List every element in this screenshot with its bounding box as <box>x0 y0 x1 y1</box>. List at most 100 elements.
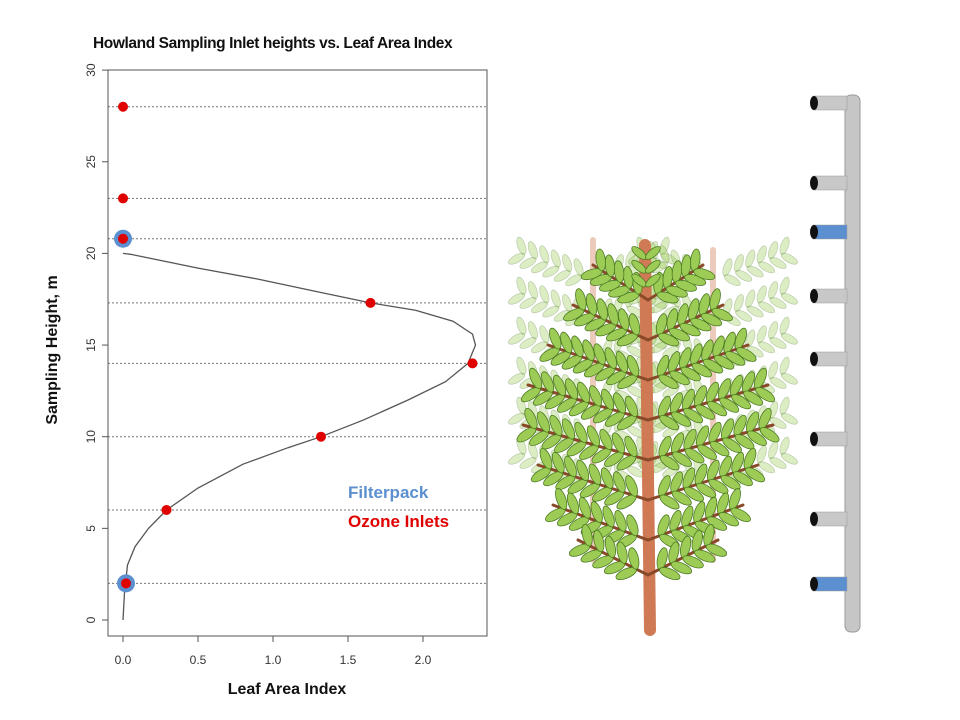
leaf <box>599 428 613 451</box>
leaf <box>780 412 798 425</box>
leaf <box>555 488 568 510</box>
leaf <box>695 404 716 420</box>
y-tick-label: 20 <box>84 246 98 260</box>
leaf <box>711 307 733 322</box>
points <box>114 101 478 593</box>
leaf <box>614 510 627 532</box>
leaf <box>618 308 630 331</box>
x-tick-label: 0.5 <box>190 653 207 667</box>
leaf <box>768 281 779 300</box>
leaf <box>539 325 550 344</box>
leaf <box>691 362 713 378</box>
leaf <box>626 514 639 537</box>
leaf <box>759 427 780 443</box>
leaf <box>550 289 561 308</box>
leaf <box>553 374 567 397</box>
y-tick-label: 5 <box>84 525 98 532</box>
leaf <box>659 494 680 510</box>
ozone-point <box>118 101 128 112</box>
leaf <box>735 269 753 282</box>
x-tick-label: 1.0 <box>265 653 282 667</box>
leaf <box>628 313 641 336</box>
leaf <box>743 390 764 406</box>
leaf <box>730 507 751 523</box>
ozone-inlet-arm <box>812 351 848 367</box>
leaf <box>769 257 787 269</box>
lai-curve <box>122 252 477 621</box>
leaf <box>707 400 728 417</box>
leaf <box>768 241 779 260</box>
tree-branch <box>639 239 656 636</box>
leaf <box>671 490 692 506</box>
filterpack-inlet-arm <box>812 576 848 592</box>
leaf <box>516 316 527 335</box>
leaf <box>626 355 640 377</box>
legend-ozone: Ozone Inlets <box>348 512 449 531</box>
inlet-opening-icon <box>810 289 818 303</box>
leaf <box>600 467 614 489</box>
leaf <box>758 341 776 354</box>
filterpack-inlet-arm <box>812 224 848 240</box>
leaf <box>527 321 538 340</box>
leaf <box>519 257 537 269</box>
leaf <box>596 298 608 321</box>
leaf <box>658 332 680 347</box>
leaf <box>628 547 640 570</box>
leaf <box>746 265 764 278</box>
leaf <box>779 436 790 455</box>
leaf <box>601 388 615 411</box>
leaf <box>577 381 591 404</box>
leaf <box>566 492 580 515</box>
leaf <box>758 301 776 314</box>
leaf <box>693 268 716 281</box>
leaf <box>593 529 605 553</box>
chart-title: Howland Sampling Inlet heights vs. Leaf … <box>93 35 453 52</box>
leaf <box>578 496 592 519</box>
leaf <box>519 457 537 469</box>
leaf <box>780 372 798 385</box>
leaf <box>539 447 553 470</box>
y-tick-label: 30 <box>84 63 98 77</box>
leaf <box>564 455 577 478</box>
tree-branch <box>646 343 750 382</box>
leaf <box>516 396 527 415</box>
leaf <box>539 285 550 304</box>
leaf <box>758 261 776 274</box>
leaf <box>527 241 538 260</box>
leaf <box>659 567 681 581</box>
tree-branch <box>646 463 760 502</box>
leaf <box>779 236 790 255</box>
leaf <box>516 276 527 295</box>
leaf <box>670 561 693 575</box>
leaf <box>768 361 779 380</box>
leaf <box>735 309 753 322</box>
leaf <box>550 249 561 268</box>
leaf <box>613 392 627 414</box>
leaf <box>682 555 704 569</box>
leaf <box>706 516 728 531</box>
leaf <box>516 236 527 255</box>
leaf <box>616 541 628 564</box>
leaf <box>582 339 595 362</box>
ozone-inlet-arm <box>812 511 848 527</box>
leaf <box>709 441 730 457</box>
ozone-inlet-arm <box>812 95 848 111</box>
y-tick-label: 0 <box>84 616 98 623</box>
leaf <box>733 253 744 272</box>
legend-filterpack: Filterpack <box>348 483 429 502</box>
tree-illustration <box>508 236 798 636</box>
leaf <box>694 549 716 563</box>
ozone-point <box>316 431 326 442</box>
ozone-point <box>118 193 128 204</box>
leaf <box>719 397 740 413</box>
leaf <box>602 505 615 528</box>
leaf <box>645 246 661 260</box>
leaf <box>684 448 705 464</box>
leaf <box>562 253 573 272</box>
leaf <box>539 245 550 264</box>
leaf <box>671 411 692 427</box>
leaf <box>732 471 753 487</box>
axes: 0.0 0.5 1.0 1.5 2.0 0 5 10 15 20 25 30 <box>84 63 432 667</box>
leaf <box>516 356 527 375</box>
inlet-tower <box>810 94 861 633</box>
